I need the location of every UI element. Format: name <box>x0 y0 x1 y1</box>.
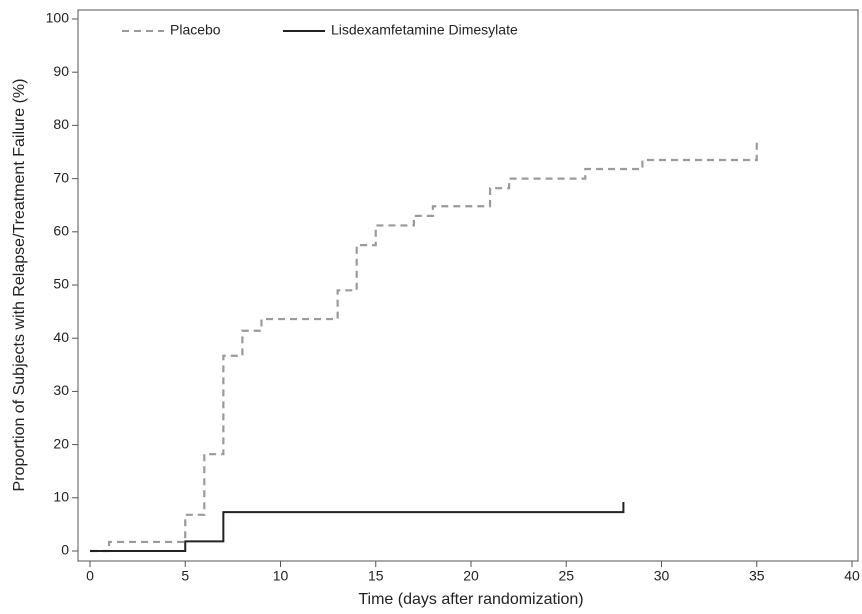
x-axis-label: Time (days after randomization) <box>358 591 583 608</box>
y-tick-label: 20 <box>53 435 69 451</box>
y-tick-label: 100 <box>46 10 70 26</box>
step-line <box>90 502 625 552</box>
plot-frame <box>77 9 859 562</box>
x-tick-label: 20 <box>463 568 479 584</box>
x-tick-label: 40 <box>844 568 860 584</box>
x-tick-label: 10 <box>273 568 289 584</box>
y-tick-label: 10 <box>53 489 69 505</box>
x-tick-label: 35 <box>749 568 765 584</box>
y-tick-label: 90 <box>53 63 69 79</box>
x-tick-label: 0 <box>86 568 94 584</box>
legend-label: Lisdexamfetamine Dimesylate <box>331 22 518 38</box>
y-tick-label: 40 <box>53 329 69 345</box>
x-tick-label: 5 <box>181 568 189 584</box>
y-tick-label: 70 <box>53 169 69 185</box>
y-tick-label: 60 <box>53 223 69 239</box>
y-tick-label: 50 <box>53 276 69 292</box>
y-tick-label: 80 <box>53 116 69 132</box>
legend-label: Placebo <box>170 22 221 38</box>
y-axis-label: Proportion of Subjects with Relapse/Trea… <box>11 79 28 492</box>
x-tick-label: 15 <box>368 568 384 584</box>
y-tick-label: 30 <box>53 382 69 398</box>
x-tick-label: 30 <box>654 568 670 584</box>
y-tick-label: 0 <box>61 542 69 558</box>
step-line <box>90 141 758 553</box>
x-tick-label: 25 <box>558 568 574 584</box>
